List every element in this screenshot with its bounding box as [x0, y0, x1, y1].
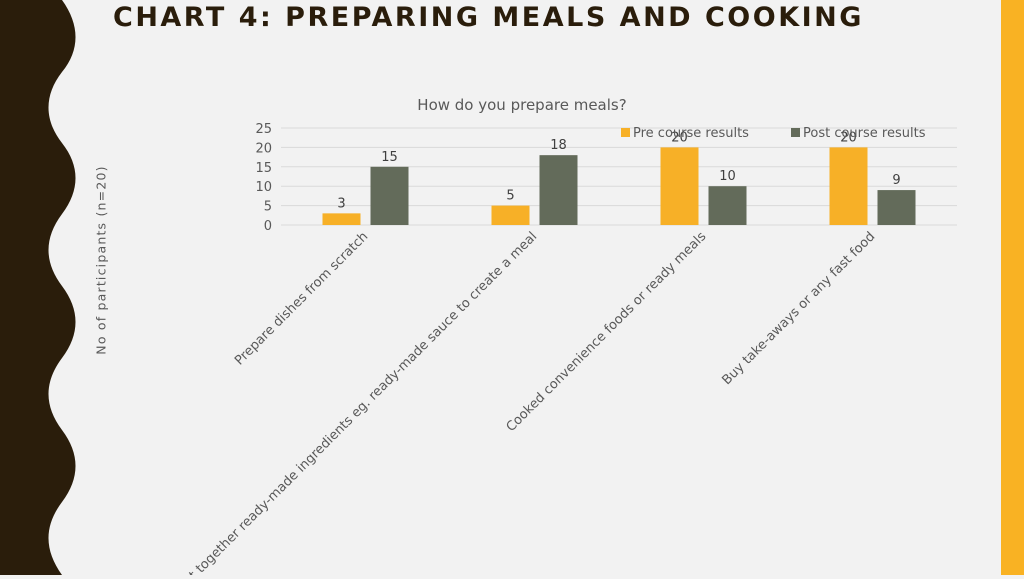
legend-label-post: Post course results — [803, 126, 926, 141]
bar-pre-course — [491, 205, 530, 225]
chart-title: How do you prepare meals? — [417, 96, 627, 114]
x-tick-label: Prepare dishes from scratch — [232, 229, 371, 368]
bar-post-course — [877, 190, 916, 225]
data-label: 20 — [840, 130, 857, 145]
legend-swatch-pre — [621, 128, 630, 137]
data-label: 5 — [506, 189, 514, 204]
x-tick-label: Cooked convenience foods or ready meals — [504, 229, 710, 435]
bar-post-course — [539, 155, 578, 225]
left-wavy-band — [0, 0, 76, 575]
data-label: 9 — [892, 173, 900, 188]
y-tick-label: 5 — [264, 200, 272, 215]
y-tick-label: 10 — [255, 180, 272, 195]
x-tick-label: Put together ready-made ingredients eg. … — [175, 229, 540, 575]
bar-post-course — [370, 166, 409, 225]
data-label: 20 — [671, 130, 688, 145]
y-tick-label: 0 — [264, 219, 272, 234]
data-label: 18 — [550, 138, 567, 153]
legend-swatch-post — [791, 128, 800, 137]
bar-post-course — [708, 186, 747, 225]
y-tick-label: 25 — [255, 122, 272, 137]
page-title: CHART 4: PREPARING MEALS AND COOKING — [113, 2, 864, 33]
bar-pre-course — [829, 147, 868, 225]
data-label: 10 — [719, 169, 736, 184]
y-tick-label: 15 — [255, 161, 272, 176]
data-label: 3 — [337, 196, 345, 211]
bar-pre-course — [322, 213, 361, 225]
y-tick-label: 20 — [255, 141, 272, 156]
data-label: 15 — [381, 150, 398, 165]
x-tick-label: Buy take-aways or any fast food — [719, 229, 878, 388]
bar-pre-course — [660, 147, 699, 225]
right-accent-bar — [1001, 0, 1024, 575]
legend-label-pre: Pre course results — [633, 126, 749, 141]
